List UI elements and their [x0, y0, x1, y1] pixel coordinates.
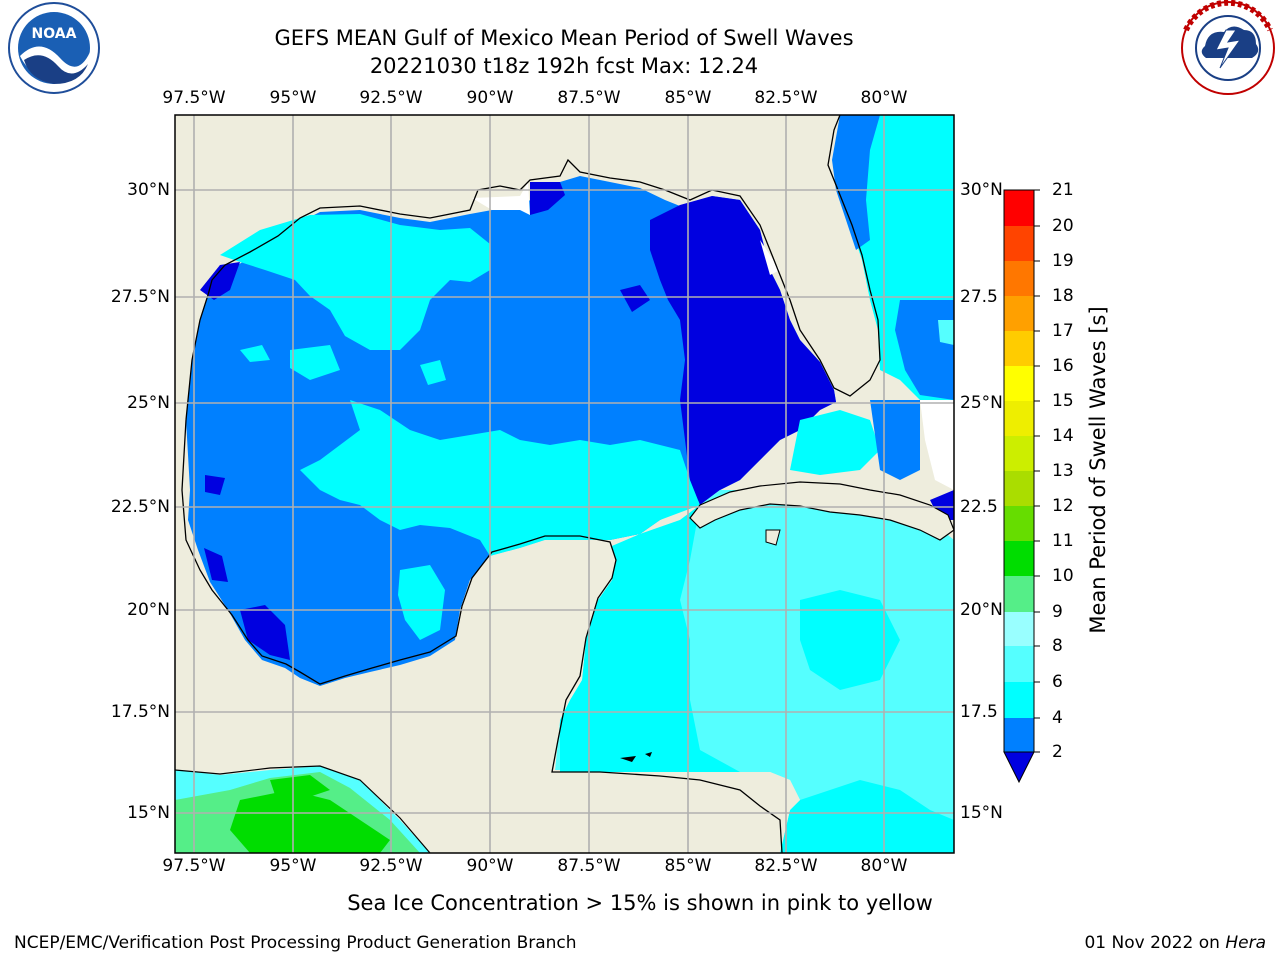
colorbar-tick-label: 8	[1052, 636, 1063, 656]
colorbar-tick-label: 15	[1052, 391, 1074, 411]
colorbar-bin	[1004, 261, 1034, 296]
colorbar-bin	[1004, 226, 1034, 261]
colorbar-bin	[1004, 718, 1034, 752]
coastline	[181, 115, 881, 853]
colorbar-tick-label: 19	[1052, 251, 1074, 271]
colorbar-bin	[1004, 296, 1034, 331]
colorbar-bin	[1004, 401, 1034, 436]
lat-label: 25°N	[127, 393, 170, 413]
sea-ice-note: Sea Ice Concentration > 15% is shown in …	[347, 891, 933, 915]
noaa-logo: NOAA	[8, 2, 100, 94]
colorbar-bin	[1004, 366, 1034, 401]
colorbar-tick-label: 11	[1052, 531, 1074, 551]
lon-label: 95°W	[269, 856, 317, 876]
colorbar-tick-label: 9	[1052, 602, 1063, 622]
colorbar-bin	[1004, 471, 1034, 506]
lat-label: 22.5°N	[110, 497, 170, 517]
lon-label: 87.5°W	[557, 88, 621, 108]
colorbar-tick-label: 16	[1052, 356, 1074, 376]
cuba	[689, 481, 954, 541]
lon-label: 85°W	[664, 856, 712, 876]
lat-label: 25°N	[960, 393, 1003, 413]
nws-logo	[1181, 0, 1275, 95]
map-title: GEFS MEAN Gulf of Mexico Mean Period of …	[274, 26, 854, 50]
lon-label: 90°W	[466, 88, 514, 108]
footer-date-text: 01 Nov 2022 on	[1084, 933, 1226, 953]
lat-label: 27.5	[960, 287, 998, 307]
colorbar-extend-arrow	[1003, 751, 1035, 784]
svg-text:NOAA: NOAA	[32, 26, 77, 42]
graticule	[175, 115, 954, 853]
lon-label: 82.5°W	[754, 88, 818, 108]
lat-label: 27.5°N	[110, 287, 170, 307]
lat-label: 17.5°N	[110, 702, 170, 722]
colorbar-tick-label: 4	[1052, 708, 1063, 728]
footer-date: 01 Nov 2022 on Hera	[1084, 933, 1266, 953]
lon-label: 80°W	[860, 856, 908, 876]
colorbar-label: Mean Period of Swell Waves [s]	[1086, 306, 1110, 634]
lat-label: 30°N	[127, 180, 170, 200]
colorbar-tick-label: 6	[1052, 672, 1063, 692]
lon-label: 97.5°W	[162, 88, 226, 108]
colorbar-tick-label: 17	[1052, 321, 1074, 341]
colorbar-tick-label: 2	[1052, 742, 1063, 762]
colorbar-bin	[1004, 541, 1034, 576]
lat-label: 15°N	[960, 803, 1003, 823]
lon-label: 82.5°W	[754, 856, 818, 876]
colorbar-bin	[1004, 506, 1034, 541]
colorbar-bin	[1004, 612, 1034, 646]
lat-label: 15°N	[127, 803, 170, 823]
footer-credit: NCEP/EMC/Verification Post Processing Pr…	[14, 933, 577, 953]
lon-label: 92.5°W	[359, 856, 423, 876]
colorbar-tick-label: 14	[1052, 426, 1074, 446]
lat-label: 20°N	[960, 600, 1003, 620]
map-panel	[175, 115, 954, 853]
lat-label: 20°N	[127, 600, 170, 620]
lat-label: 17.5	[960, 702, 998, 722]
yucatan	[460, 540, 616, 770]
lon-label: 80°W	[860, 88, 908, 108]
forecast-info: 20221030 t18z 192h fcst Max: 12.24	[369, 54, 759, 78]
colorbar	[1003, 189, 1040, 784]
colorbar-tick-label: 12	[1052, 496, 1074, 516]
colorbar-bin	[1004, 576, 1034, 612]
colorbar-bin	[1004, 190, 1034, 226]
lon-label: 97.5°W	[162, 856, 226, 876]
lat-label: 30°N	[960, 180, 1003, 200]
colorbar-bin	[1004, 331, 1034, 366]
footer-host: Hera	[1225, 933, 1266, 953]
lon-label: 95°W	[269, 88, 317, 108]
colorbar-tick-label: 21	[1052, 180, 1074, 200]
lon-label: 87.5°W	[557, 856, 621, 876]
colorbar-tick-label: 18	[1052, 286, 1074, 306]
colorbar-tick-label: 10	[1052, 566, 1074, 586]
map-frame	[174, 114, 955, 854]
lon-label: 92.5°W	[359, 88, 423, 108]
colorbar-tick-label: 20	[1052, 216, 1074, 236]
colorbar-tick-label: 13	[1052, 461, 1074, 481]
colorbar-bin	[1004, 436, 1034, 471]
colorbar-bin	[1004, 682, 1034, 718]
lat-label: 22.5	[960, 497, 998, 517]
lon-label: 90°W	[466, 856, 514, 876]
lon-label: 85°W	[664, 88, 712, 108]
colorbar-bin	[1004, 646, 1034, 682]
